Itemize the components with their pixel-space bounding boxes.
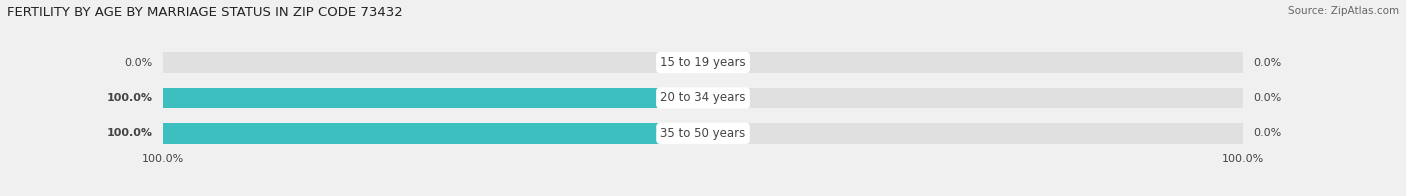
Text: 0.0%: 0.0% — [1254, 93, 1282, 103]
Bar — [163, 123, 703, 144]
Bar — [699, 123, 707, 144]
Text: 100.0%: 100.0% — [107, 128, 152, 138]
Bar — [699, 88, 707, 108]
Bar — [163, 123, 703, 144]
Text: Source: ZipAtlas.com: Source: ZipAtlas.com — [1288, 6, 1399, 16]
Bar — [703, 88, 1243, 108]
Bar — [163, 52, 703, 73]
Text: 20 to 34 years: 20 to 34 years — [661, 92, 745, 104]
Text: 15 to 19 years: 15 to 19 years — [661, 56, 745, 69]
Text: 35 to 50 years: 35 to 50 years — [661, 127, 745, 140]
Bar — [703, 52, 1243, 73]
Bar — [699, 52, 707, 73]
Bar — [163, 88, 703, 108]
Text: 100.0%: 100.0% — [107, 93, 152, 103]
Text: 0.0%: 0.0% — [1254, 58, 1282, 68]
Text: 0.0%: 0.0% — [1254, 128, 1282, 138]
Bar — [163, 88, 703, 108]
Bar — [703, 123, 1243, 144]
Text: FERTILITY BY AGE BY MARRIAGE STATUS IN ZIP CODE 73432: FERTILITY BY AGE BY MARRIAGE STATUS IN Z… — [7, 6, 402, 19]
Text: 0.0%: 0.0% — [124, 58, 152, 68]
